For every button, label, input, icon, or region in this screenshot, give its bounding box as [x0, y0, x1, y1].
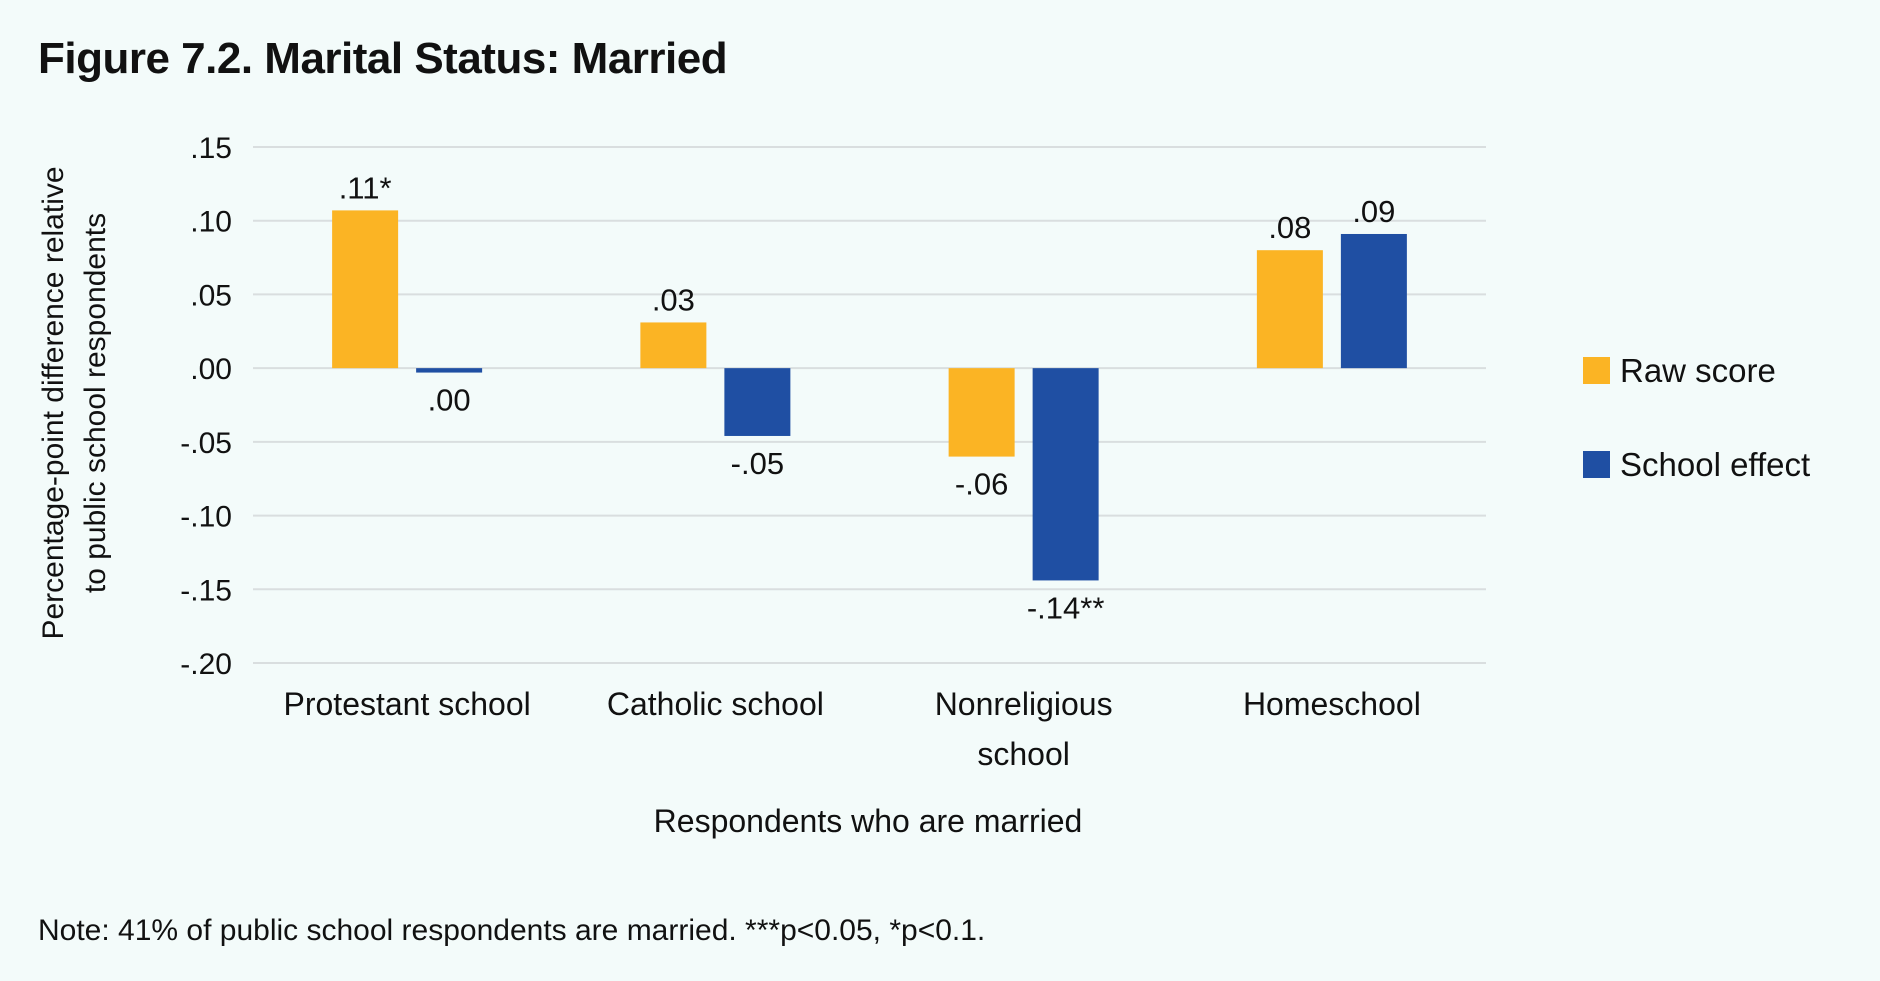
figure-note: Note: 41% of public school respondents a… [38, 914, 986, 947]
data-label: .08 [1268, 210, 1311, 245]
y-tick-label: .00 [190, 353, 232, 386]
bar-school-effect [1340, 233, 1407, 369]
y-axis-title: to public school respondents [79, 213, 112, 593]
bar-raw-score [640, 322, 707, 369]
y-tick-label: .05 [190, 279, 232, 312]
legend-label: Raw score [1620, 352, 1776, 389]
data-label: -.06 [955, 467, 1008, 502]
data-label: -.14** [1027, 590, 1105, 625]
data-label: .03 [652, 282, 695, 317]
y-tick-label: -.05 [180, 427, 232, 460]
data-label: -.05 [731, 446, 784, 481]
y-axis-title: Percentage-point difference relative [37, 166, 70, 639]
legend-swatch-school-effect [1583, 451, 1610, 478]
bar-raw-score [1256, 250, 1323, 369]
bar-school-effect [1032, 368, 1099, 581]
x-tick-label: Homeschool [1243, 686, 1421, 722]
figure-title: Figure 7.2. Marital Status: Married [38, 34, 728, 83]
x-tick-label: Protestant school [284, 686, 531, 722]
y-tick-label: .15 [190, 132, 232, 165]
bar-school-effect [416, 368, 483, 373]
y-tick-label: -.20 [180, 648, 232, 681]
bar-school-effect [724, 368, 791, 436]
data-label: .00 [428, 383, 471, 418]
data-label: .11* [339, 170, 392, 205]
x-tick-label: Nonreligious [935, 686, 1113, 722]
bar-raw-score [332, 210, 399, 369]
y-tick-label: -.15 [180, 574, 232, 607]
y-tick-label: .10 [190, 206, 232, 239]
legend-label: School effect [1620, 446, 1810, 483]
y-tick-label: -.10 [180, 501, 232, 534]
bar-raw-score [948, 368, 1015, 457]
data-label: .09 [1352, 194, 1395, 229]
x-axis-title: Respondents who are married [654, 803, 1083, 839]
x-tick-label: Catholic school [607, 686, 824, 722]
legend-swatch-raw-score [1583, 357, 1610, 384]
x-tick-label: school [977, 736, 1070, 772]
